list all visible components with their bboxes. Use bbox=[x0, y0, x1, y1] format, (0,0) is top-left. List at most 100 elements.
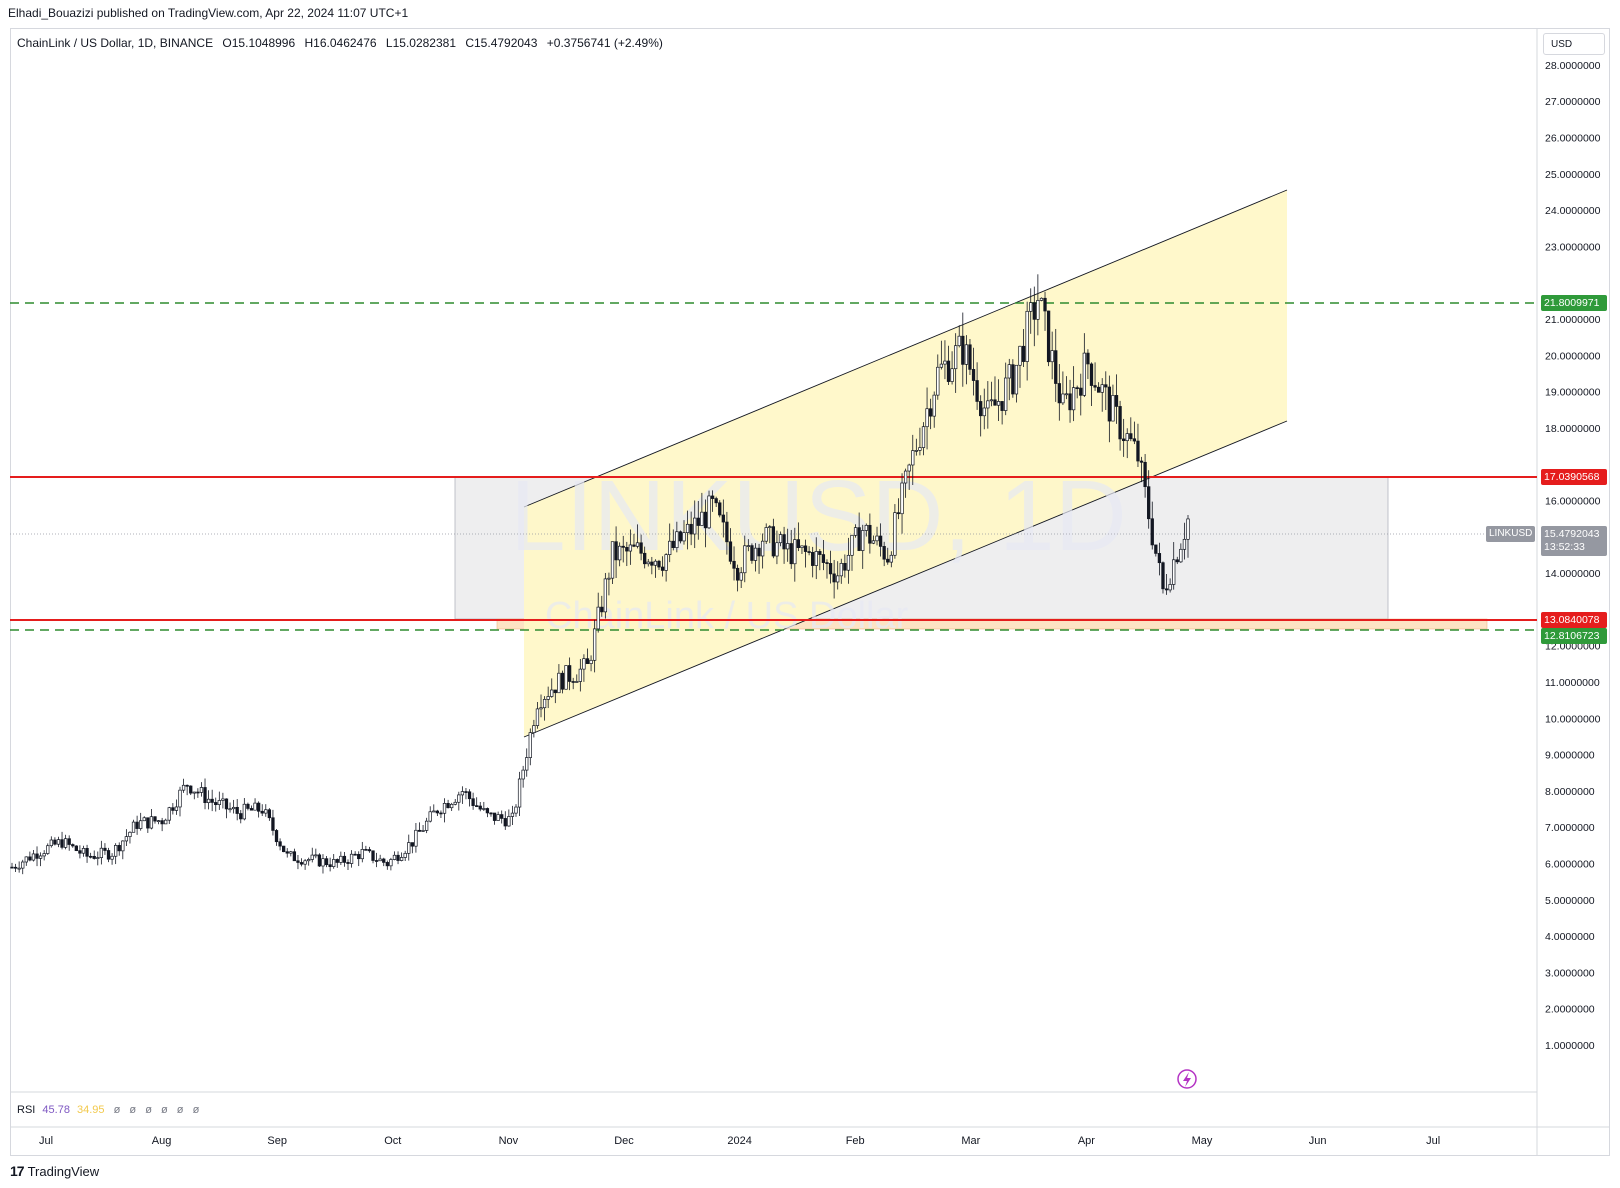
tradingview-logo[interactable]: 17 TradingView bbox=[10, 1163, 99, 1179]
time-tick-label: Dec bbox=[614, 1135, 634, 1147]
candle bbox=[560, 670, 565, 694]
candle bbox=[861, 524, 865, 569]
candle bbox=[1122, 418, 1126, 457]
candle bbox=[167, 806, 171, 825]
candle bbox=[814, 537, 818, 580]
candle bbox=[771, 518, 776, 559]
legend-symbol[interactable]: ChainLink / US Dollar, 1D, BINANCE bbox=[17, 36, 214, 50]
candle bbox=[1132, 421, 1137, 445]
candle bbox=[131, 819, 136, 833]
last-price-tag: 15.4792043 13:52:33 bbox=[1541, 526, 1607, 556]
candle bbox=[664, 553, 668, 582]
candle bbox=[249, 805, 254, 811]
candle bbox=[282, 845, 286, 853]
candle bbox=[85, 844, 89, 863]
candle bbox=[246, 802, 250, 811]
rsi-label: RSI bbox=[17, 1104, 36, 1116]
candle bbox=[299, 858, 304, 867]
candle bbox=[746, 539, 750, 552]
candle bbox=[521, 765, 525, 788]
candle bbox=[446, 799, 450, 809]
candle bbox=[13, 863, 18, 872]
candle bbox=[782, 526, 786, 564]
disabled-icon: ø bbox=[176, 1104, 184, 1116]
price-tick-label: 4.0000000 bbox=[1545, 931, 1595, 943]
candle bbox=[360, 841, 364, 863]
candle bbox=[743, 535, 747, 583]
candle bbox=[71, 843, 75, 848]
candle bbox=[943, 340, 947, 380]
candle bbox=[310, 847, 314, 863]
candle bbox=[993, 376, 997, 406]
candle bbox=[557, 664, 561, 694]
ohlc-legend: ChainLink / US Dollar, 1D, BINANCE O15.1… bbox=[17, 36, 669, 50]
candle bbox=[332, 854, 336, 869]
candle bbox=[839, 558, 843, 584]
candle bbox=[864, 523, 868, 537]
candle bbox=[1071, 366, 1076, 422]
candle bbox=[146, 817, 150, 833]
price-tick-label: 19.0000000 bbox=[1545, 387, 1601, 399]
candle bbox=[857, 512, 861, 552]
candle bbox=[403, 850, 407, 861]
price-tick-label: 6.0000000 bbox=[1545, 859, 1595, 871]
candle bbox=[1036, 274, 1040, 336]
candle bbox=[235, 799, 239, 821]
candle bbox=[596, 592, 600, 633]
candle bbox=[918, 427, 922, 456]
price-tick-label: 25.0000000 bbox=[1545, 169, 1601, 181]
disabled-icon: ø bbox=[113, 1104, 121, 1116]
price-tick-label: 20.0000000 bbox=[1545, 350, 1601, 362]
disabled-icon: ø bbox=[192, 1104, 200, 1116]
candle bbox=[657, 559, 661, 570]
candle bbox=[678, 530, 683, 544]
disabled-icon: ø bbox=[160, 1104, 168, 1116]
candle bbox=[63, 834, 68, 850]
candle bbox=[31, 850, 36, 862]
symbol-tag: LINKUSD bbox=[1486, 526, 1536, 542]
candle bbox=[621, 535, 625, 563]
candle bbox=[357, 851, 361, 867]
price-tick-label: 14.0000000 bbox=[1545, 568, 1601, 580]
candle bbox=[578, 658, 582, 692]
candle bbox=[889, 551, 893, 568]
candle bbox=[1018, 345, 1022, 388]
candle bbox=[92, 850, 96, 860]
candle bbox=[335, 858, 339, 868]
brand-name: TradingView bbox=[27, 1163, 100, 1179]
rsi-legend[interactable]: RSI 45.78 34.95 ø ø ø ø ø ø bbox=[17, 1104, 199, 1116]
candle bbox=[535, 701, 540, 729]
candle bbox=[600, 595, 604, 617]
candle bbox=[274, 829, 279, 846]
candle bbox=[796, 522, 801, 552]
time-tick-label: 2024 bbox=[727, 1135, 751, 1147]
candle bbox=[478, 802, 482, 812]
candle bbox=[961, 312, 965, 387]
legend-change: +0.3756741 (+2.49%) bbox=[546, 36, 663, 50]
candle bbox=[253, 798, 257, 811]
price-tick-label: 18.0000000 bbox=[1545, 423, 1601, 435]
candle bbox=[868, 513, 872, 554]
candle bbox=[317, 853, 322, 868]
candle bbox=[607, 572, 611, 596]
candle bbox=[514, 804, 518, 817]
lightning-icon[interactable] bbox=[1177, 1069, 1197, 1089]
candle bbox=[407, 834, 411, 861]
candle bbox=[753, 543, 758, 572]
candle bbox=[292, 848, 297, 862]
channel-upper-line bbox=[523, 189, 1288, 508]
candle bbox=[1104, 371, 1108, 411]
price-tick-label: 10.0000000 bbox=[1545, 713, 1601, 725]
candle bbox=[800, 545, 804, 554]
candle bbox=[567, 657, 572, 691]
candle bbox=[1125, 428, 1129, 459]
candle bbox=[1114, 374, 1119, 424]
candle bbox=[1150, 501, 1154, 550]
currency-button[interactable]: USD bbox=[1543, 33, 1605, 55]
candle bbox=[260, 804, 264, 817]
candle bbox=[417, 822, 422, 832]
candle bbox=[1064, 376, 1069, 400]
candle bbox=[614, 526, 618, 579]
candle bbox=[957, 325, 961, 348]
